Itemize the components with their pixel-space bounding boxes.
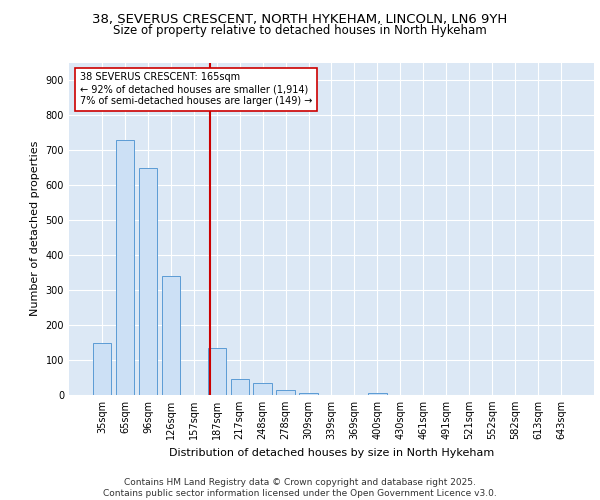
Y-axis label: Number of detached properties: Number of detached properties: [30, 141, 40, 316]
Text: 38, SEVERUS CRESCENT, NORTH HYKEHAM, LINCOLN, LN6 9YH: 38, SEVERUS CRESCENT, NORTH HYKEHAM, LIN…: [92, 12, 508, 26]
Bar: [208, 348, 226, 395]
Bar: [299, 393, 318, 395]
Bar: [230, 379, 249, 395]
Bar: [253, 384, 272, 395]
Bar: [368, 393, 386, 395]
Text: 38 SEVERUS CRESCENT: 165sqm
← 92% of detached houses are smaller (1,914)
7% of s: 38 SEVERUS CRESCENT: 165sqm ← 92% of det…: [79, 72, 312, 106]
Bar: [139, 168, 157, 395]
Text: Contains HM Land Registry data © Crown copyright and database right 2025.
Contai: Contains HM Land Registry data © Crown c…: [103, 478, 497, 498]
Bar: [93, 342, 111, 395]
Bar: [277, 390, 295, 395]
Bar: [116, 140, 134, 395]
Text: Size of property relative to detached houses in North Hykeham: Size of property relative to detached ho…: [113, 24, 487, 37]
X-axis label: Distribution of detached houses by size in North Hykeham: Distribution of detached houses by size …: [169, 448, 494, 458]
Bar: [162, 276, 180, 395]
